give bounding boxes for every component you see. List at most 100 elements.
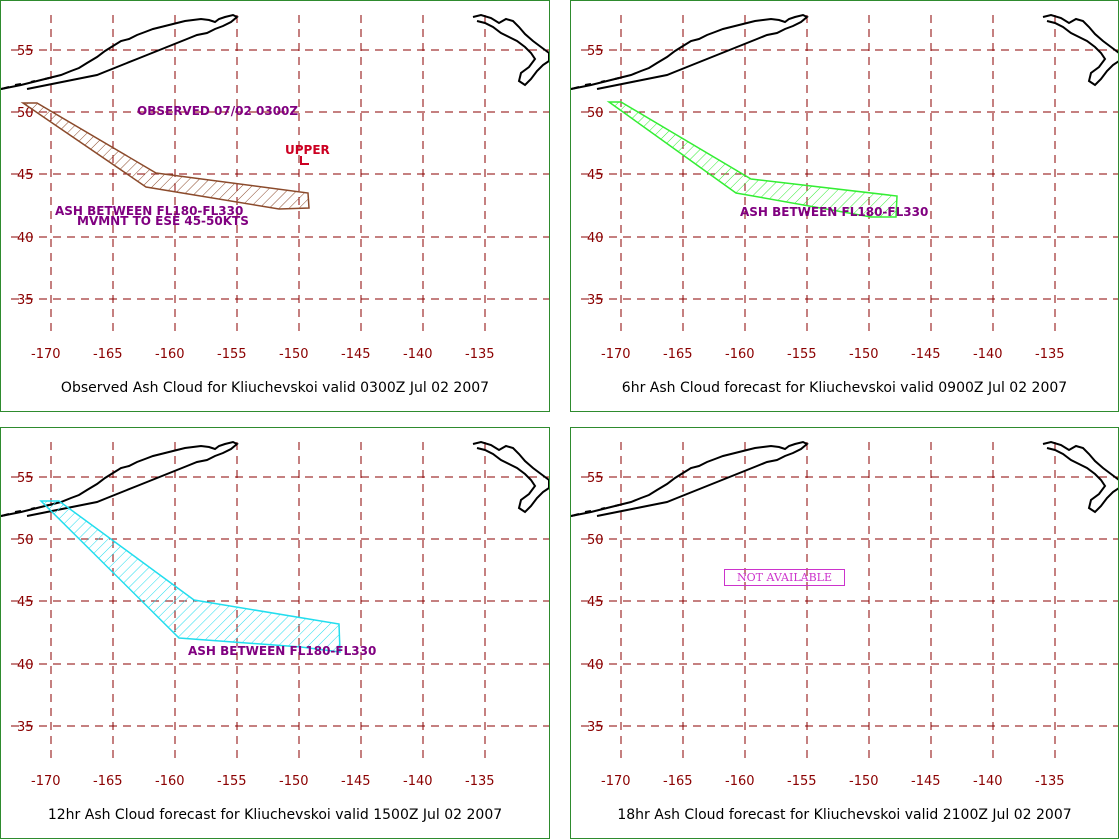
- lon-tick-label: -145: [341, 774, 371, 789]
- ash-altitude-label: ASH BETWEEN FL180-FL330: [740, 205, 928, 219]
- aleutian-coastline: [571, 440, 809, 517]
- lat-tick-label: 50: [17, 106, 34, 121]
- lat-tick-label: 35: [587, 293, 604, 308]
- coastline: [1, 13, 549, 90]
- lon-tick-label: -170: [601, 347, 631, 362]
- lat-tick-label: 50: [587, 106, 604, 121]
- alaska-coastline: [472, 13, 549, 87]
- lon-tick-label: -155: [217, 347, 247, 362]
- island-segment: [571, 86, 580, 90]
- coastline: [571, 13, 1118, 90]
- aleutian-coastline: [1, 440, 239, 517]
- lat-tick-label: 35: [17, 293, 34, 308]
- island-segment: [30, 507, 36, 510]
- island-segment: [584, 510, 592, 513]
- lon-tick-label: -140: [403, 774, 433, 789]
- lon-tick-label: -160: [155, 347, 185, 362]
- lat-tick-label: 50: [587, 533, 604, 548]
- lat-tick-label: 55: [17, 471, 34, 486]
- island-segment: [584, 83, 592, 86]
- aleutian-coastline: [571, 13, 809, 90]
- ash-altitude-label: ASH BETWEEN FL180-FL330: [55, 204, 243, 218]
- island-segment: [1, 86, 10, 90]
- panel-6hr-forecast: -170 -165 -160 -155 -150 -145 -140 -135 55 50 45 40…: [570, 0, 1119, 412]
- lon-tick-label: -165: [663, 347, 693, 362]
- coastline: [1, 440, 549, 517]
- lon-tick-label: -135: [465, 774, 495, 789]
- lon-tick-label: -160: [725, 347, 755, 362]
- island-segment: [14, 83, 22, 86]
- island-segment: [614, 77, 620, 80]
- panel-caption: 12hr Ash Cloud forecast for Kliuchevskoi…: [47, 807, 503, 823]
- ash-cloud-polygon: [39, 500, 341, 653]
- lon-tick-label: -165: [663, 774, 693, 789]
- alaska-coastline: [472, 440, 549, 514]
- island-segment: [600, 80, 606, 83]
- island-segment: [30, 80, 36, 83]
- map-12hr: -170 -165 -160 -155 -150 -145 -140 -135 55 50 45 40…: [1, 440, 549, 789]
- lon-tick-label: -165: [93, 774, 123, 789]
- alaska-coastline: [1042, 13, 1118, 87]
- ash-cloud-polygon: [20, 102, 310, 210]
- island-segment: [571, 513, 580, 517]
- coastline: [571, 440, 1118, 517]
- island-segment: [600, 507, 606, 510]
- lon-tick-label: -150: [849, 347, 879, 362]
- aleutian-coastline: [1, 13, 239, 90]
- lat-tick-label: 45: [17, 595, 34, 610]
- lat-tick-label: 50: [17, 533, 34, 548]
- lon-tick-label: -140: [973, 774, 1003, 789]
- panel-18hr-forecast: -170 -165 -160 -155 -150 -145 -140 -135 55 50 45 40…: [570, 427, 1119, 839]
- lon-tick-label: -145: [911, 347, 941, 362]
- lon-tick-label: -170: [31, 774, 61, 789]
- island-segment: [44, 77, 50, 80]
- lon-tick-label: -145: [911, 774, 941, 789]
- not-available-box: NOT AVAILABLE: [724, 569, 845, 586]
- island-segment: [614, 504, 620, 507]
- panel-observed: -170 -165 -160 -155 -150 -145 -140 -135 55 50 45 40…: [0, 0, 550, 412]
- panel-caption: Observed Ash Cloud for Kliuchevskoi vali…: [60, 380, 490, 396]
- island-segment: [1, 513, 10, 517]
- lon-tick-label: -160: [725, 774, 755, 789]
- map-observed: -170 -165 -160 -155 -150 -145 -140 -135 55 50 45 40…: [1, 13, 549, 362]
- lat-tick-label: 55: [587, 471, 604, 486]
- lat-tick-label: 45: [587, 168, 604, 183]
- lat-tick-label: 35: [587, 720, 604, 735]
- lon-tick-label: -150: [279, 774, 309, 789]
- map-18hr: -170 -165 -160 -155 -150 -145 -140 -135 55 50 45 40…: [571, 440, 1118, 789]
- lon-tick-label: -170: [601, 774, 631, 789]
- island-segment: [14, 510, 22, 513]
- lon-tick-label: -135: [1035, 347, 1065, 362]
- lon-tick-label: -150: [849, 774, 879, 789]
- observed-label: OBSERVED 07/02 0300Z: [137, 104, 298, 118]
- lon-tick-label: -135: [1035, 774, 1065, 789]
- ash-cloud-polygon: [606, 101, 898, 218]
- lat-tick-label: 45: [587, 595, 604, 610]
- lon-tick-label: -135: [465, 347, 495, 362]
- lon-tick-label: -170: [31, 347, 61, 362]
- movement-label: MVMNT TO ESE 45-50KTS: [77, 214, 249, 228]
- lat-tick-label: 40: [17, 231, 34, 246]
- lon-tick-label: -155: [217, 774, 247, 789]
- upper-marker: [300, 156, 309, 165]
- lat-tick-label: 40: [587, 658, 604, 673]
- lon-tick-label: -165: [93, 347, 123, 362]
- lat-tick-label: 45: [17, 168, 34, 183]
- panel-caption: 6hr Ash Cloud forecast for Kliuchevskoi …: [621, 380, 1068, 396]
- lat-tick-label: 40: [587, 231, 604, 246]
- lon-tick-label: -155: [787, 347, 817, 362]
- lat-tick-label: 55: [587, 44, 604, 59]
- lon-tick-label: -155: [787, 774, 817, 789]
- map-6hr: -170 -165 -160 -155 -150 -145 -140 -135 55 50 45 40…: [571, 13, 1118, 362]
- lat-tick-label: 40: [17, 658, 34, 673]
- upper-label: UPPER: [285, 143, 330, 157]
- panel-12hr-forecast: -170 -165 -160 -155 -150 -145 -140 -135 55 50 45 40…: [0, 427, 550, 839]
- ash-altitude-label: ASH BETWEEN FL180-FL330: [188, 644, 376, 658]
- lon-tick-label: -145: [341, 347, 371, 362]
- lon-tick-label: -150: [279, 347, 309, 362]
- alaska-coastline: [1042, 440, 1118, 514]
- lat-tick-label: 55: [17, 44, 34, 59]
- lon-tick-label: -140: [973, 347, 1003, 362]
- lon-tick-label: -140: [403, 347, 433, 362]
- lat-tick-label: 35: [17, 720, 34, 735]
